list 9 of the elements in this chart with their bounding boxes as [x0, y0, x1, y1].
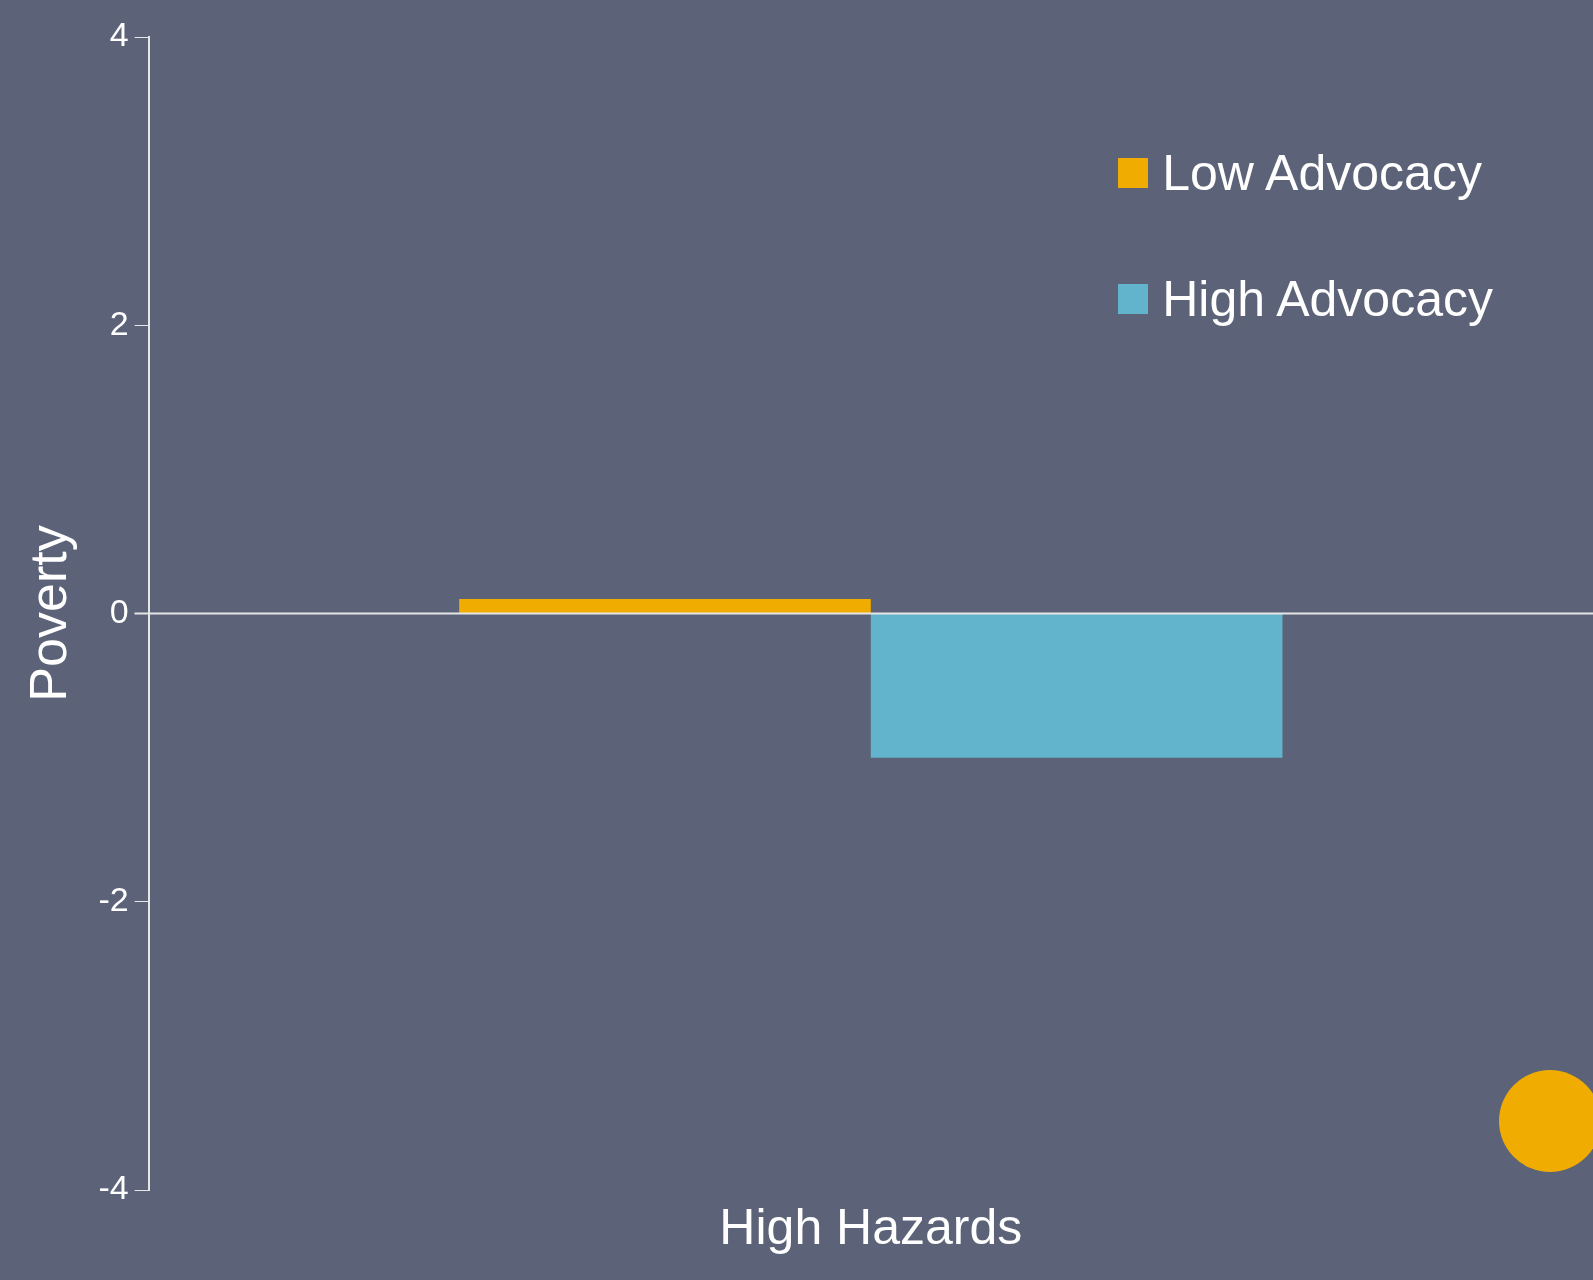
x-tick-label: High Hazards — [719, 1198, 1023, 1255]
legend-label: Low Advocacy — [1162, 144, 1482, 202]
legend-label: High Advocacy — [1162, 270, 1493, 328]
y-tick-label: -4 — [98, 1168, 129, 1207]
y-tick-label: 0 — [109, 591, 129, 630]
y-tick-label: -2 — [98, 880, 129, 919]
y-tick-label: 4 — [109, 15, 129, 54]
y-tick-label: 2 — [109, 303, 129, 342]
y-axis-title: Poverty — [18, 525, 77, 702]
